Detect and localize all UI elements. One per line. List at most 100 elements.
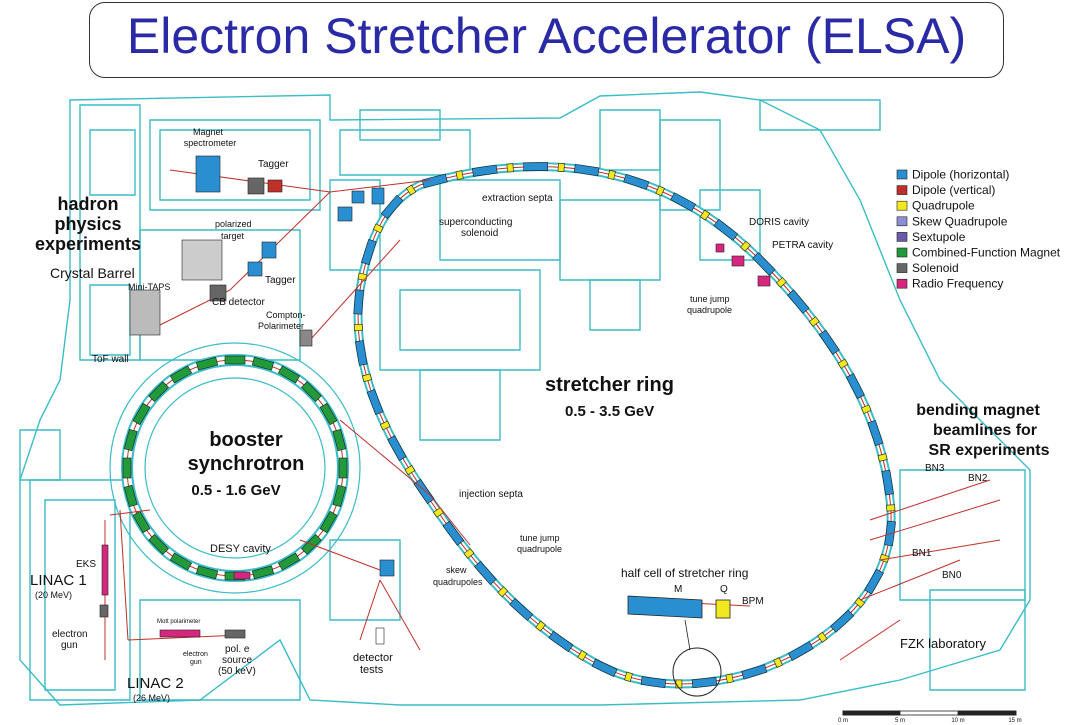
ring-magnets: [353, 162, 896, 689]
stretcher-ring-label: stretcher ring: [545, 374, 674, 396]
stretcher-quadrupole: [837, 358, 849, 369]
stretcher-quadrupole: [455, 170, 464, 181]
stretcher-dipole: [387, 435, 407, 461]
injection-septa-label: injection septa: [459, 489, 523, 500]
stretcher-quadrupole: [379, 420, 391, 431]
stretcher-dipole: [788, 641, 814, 661]
booster-magnet: [148, 381, 169, 402]
stretcher-quadrupole: [877, 453, 888, 462]
booster-magnet: [251, 356, 275, 371]
bn2-label: BN2: [968, 473, 988, 484]
building-outlines: [19, 91, 1031, 706]
stretcher-dipole: [623, 173, 650, 190]
stretcher-dipole: [787, 289, 810, 314]
stretcher-dipole: [573, 163, 600, 177]
scale-10: 10 m: [951, 718, 964, 724]
booster-magnet: [251, 565, 275, 580]
desy-cavity-mark: [233, 571, 251, 580]
title-box: Electron Stretcher Accelerator (ELSA): [89, 2, 1004, 78]
stretcher-dipole: [360, 239, 377, 266]
stretcher-dipole: [421, 173, 448, 189]
stretcher-dipole: [713, 218, 739, 241]
stretcher-quadrupole: [808, 316, 820, 327]
stretcher-dipole: [548, 630, 574, 653]
stretcher-quadrupole: [506, 163, 514, 173]
booster-magnet: [319, 510, 338, 534]
stretcher-dipole: [354, 340, 368, 366]
detector-tests-label-1: detector: [353, 652, 393, 664]
legend-label: Dipole (vertical): [912, 183, 995, 197]
stretcher-dipole: [474, 560, 497, 586]
stretcher-quadrupole: [557, 162, 565, 172]
bending-label-1: bending magnet: [916, 402, 1040, 419]
cb-detector-label: CB detector: [212, 297, 265, 308]
tagger-mid-label: Tagger: [265, 275, 296, 286]
booster-label-1: booster: [209, 429, 283, 451]
compton-label-1: Compton-: [266, 310, 306, 320]
petra-label: PETRA cavity: [772, 240, 833, 251]
stretcher-quadrupole: [357, 272, 368, 281]
stretcher-quadrupole: [535, 620, 546, 632]
booster-energy-label: 0.5 - 1.6 GeV: [191, 482, 280, 499]
booster-magnet: [122, 457, 132, 479]
booster-magnet: [169, 552, 193, 571]
legend-label: Radio Frequency: [912, 277, 1003, 291]
bending-label-3: SR experiments: [929, 442, 1050, 459]
bn0-label: BN0: [942, 570, 962, 581]
hadron-label-1: hadron: [58, 194, 119, 214]
electron-gun-small-2: gun: [190, 659, 202, 666]
booster-magnet: [195, 356, 219, 371]
stretcher-dipole: [640, 676, 667, 689]
booster-magnet: [132, 510, 151, 534]
pol-source-label-3: (50 keV): [218, 666, 256, 677]
legend-label: Solenoid: [912, 261, 959, 275]
stretcher-dipole: [366, 388, 384, 416]
stretcher-quadrupole: [406, 184, 417, 196]
half-cell-inset: [627, 595, 751, 697]
booster-magnet: [277, 365, 301, 384]
scale-5: 5 m: [895, 718, 905, 724]
diagram-labels: hadron physics experiments Crystal Barre…: [30, 127, 1050, 724]
stretcher-quadrupole: [773, 657, 783, 668]
transfer-magnets: [99, 155, 771, 645]
stretcher-dipole: [353, 289, 364, 315]
bn1-label: BN1: [912, 548, 932, 559]
polarized-target-label-2: target: [221, 231, 245, 241]
stretcher-quadrupole: [740, 240, 751, 252]
booster-magnet: [148, 534, 169, 555]
stretcher-quadrupole: [854, 597, 866, 608]
stretcher-quadrupole: [817, 631, 828, 643]
stretcher-dipole: [413, 478, 435, 505]
legend-swatch: [896, 232, 908, 242]
stretcher-dipole: [523, 162, 549, 172]
hadron-label-2: physics: [54, 214, 121, 234]
tune-jump-bottom-label-1: tune jump: [520, 533, 560, 543]
stretcher-dipole: [818, 329, 840, 355]
legend-label: Sextupole: [912, 230, 966, 244]
extraction-septa-label: extraction septa: [482, 193, 553, 204]
stretcher-quadrupole: [624, 671, 633, 682]
detector-tests-label-2: tests: [360, 664, 384, 676]
electron-gun-label-2: gun: [61, 640, 78, 651]
half-cell-label: half cell of stretcher ring: [621, 566, 748, 580]
stretcher-quadrupole: [675, 679, 683, 689]
booster-magnet: [123, 428, 138, 452]
stretcher-ring: [353, 162, 896, 689]
stretcher-dipole: [864, 568, 884, 595]
mini-taps-label: Mini-TAPS: [128, 282, 170, 292]
pol-source-label-2: source: [222, 655, 252, 666]
half-cell-bpm-label: BPM: [742, 596, 764, 607]
stretcher-dipole: [752, 252, 776, 276]
linac1-label: LINAC 1: [30, 572, 87, 589]
booster-magnets: [122, 355, 348, 581]
legend-swatch: [896, 247, 908, 258]
booster-label-2: synchrotron: [188, 453, 305, 475]
linac2-label: LINAC 2: [127, 675, 184, 692]
bending-label-2: beamlines for: [933, 422, 1037, 439]
booster-magnet: [132, 402, 151, 426]
booster-magnet: [338, 457, 348, 479]
tagger-top-label: Tagger: [258, 159, 289, 170]
magnet-spectrometer-label-2: spectrometer: [184, 138, 237, 148]
stretcher-dipole: [830, 609, 855, 633]
stretcher-dipole: [509, 597, 534, 621]
